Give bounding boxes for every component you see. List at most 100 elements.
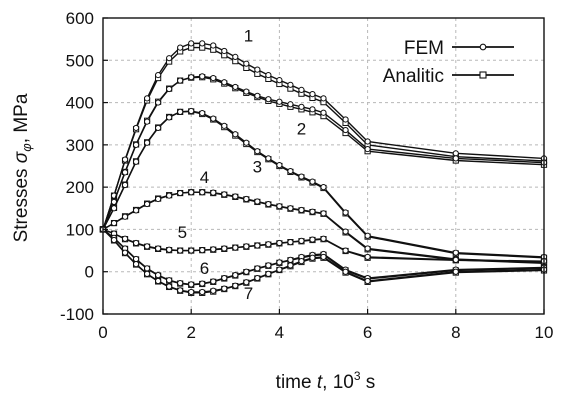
fem-point — [110, 205, 118, 212]
legend-label-fem: FEM — [404, 38, 444, 59]
series-1 — [99, 40, 548, 233]
fem-point — [265, 155, 272, 162]
fem-point — [188, 281, 195, 288]
fem-point — [177, 247, 184, 254]
fem-point — [132, 239, 140, 247]
fem-point — [210, 74, 217, 82]
fem-point — [254, 265, 261, 272]
fem-point — [177, 287, 184, 294]
fem-point — [221, 122, 228, 129]
fem-point — [199, 280, 206, 287]
x-axis-label: time t, 103 s — [276, 369, 376, 393]
y-tick-label: 0 — [85, 263, 94, 282]
fem-point — [254, 66, 261, 73]
fem-point — [342, 209, 349, 216]
y-tick-label: 300 — [66, 136, 94, 155]
fem-point — [221, 191, 228, 198]
fem-point — [364, 145, 371, 153]
curve-label-5: 5 — [178, 223, 187, 242]
fem-point — [188, 247, 195, 254]
fem-point — [188, 40, 195, 47]
fem-point — [121, 181, 129, 189]
fem-point — [110, 219, 118, 227]
fem-point — [276, 239, 283, 247]
y-tick-label: 600 — [66, 9, 94, 28]
legend-marker-square — [479, 71, 487, 79]
fem-point — [452, 155, 459, 162]
fem-point — [265, 262, 272, 269]
fem-point — [243, 88, 250, 95]
x-label-sup: 3 — [354, 369, 361, 383]
y-tick-label: 400 — [66, 94, 94, 113]
fem-point — [232, 131, 239, 138]
fem-point — [232, 83, 239, 91]
fem-point — [452, 256, 459, 263]
fem-point — [210, 115, 217, 122]
fem-point — [342, 116, 349, 123]
fem-point — [452, 268, 459, 275]
fem-point — [210, 189, 217, 196]
fem-point — [452, 249, 459, 256]
fem-point — [254, 242, 261, 249]
fem-point — [188, 288, 195, 296]
fem-point — [243, 60, 250, 67]
fem-point — [320, 210, 327, 217]
fem-point — [188, 189, 195, 196]
fem-point — [298, 206, 305, 214]
fem-point — [243, 268, 250, 275]
fem-point — [265, 270, 272, 277]
fem-point — [166, 55, 173, 62]
fem-point — [210, 246, 217, 253]
fem-point — [199, 189, 206, 196]
y-tick-label: 500 — [66, 51, 94, 70]
fem-point — [166, 283, 173, 290]
fem-point — [221, 285, 228, 292]
fem-point — [287, 262, 294, 269]
y-label-prefix: Stresses — [11, 163, 32, 242]
fem-point — [254, 148, 261, 155]
fem-point — [132, 207, 140, 214]
fem-point — [210, 278, 217, 285]
x-label-prefix: time — [276, 372, 317, 393]
fem-point — [166, 277, 173, 284]
fem-point — [210, 42, 217, 49]
y-label-var: σ — [11, 150, 32, 163]
fem-point — [364, 253, 371, 261]
fem-point — [221, 47, 228, 55]
fem-point — [232, 193, 239, 200]
plot-frame — [102, 17, 545, 315]
fem-point — [121, 249, 129, 256]
fem-point — [309, 208, 316, 215]
fem-point — [144, 243, 151, 250]
x-label-var: t — [317, 372, 323, 393]
y-tick-label: 100 — [66, 220, 94, 239]
fem-point — [298, 86, 305, 93]
fem-point — [199, 110, 206, 117]
fem-point — [243, 243, 250, 250]
fem-point — [188, 74, 195, 81]
fem-point — [309, 106, 316, 113]
curve-label-3: 3 — [253, 157, 262, 176]
fem-point — [144, 118, 151, 125]
curve-label-1: 1 — [244, 26, 253, 45]
fem-point — [243, 139, 250, 146]
fem-point — [276, 266, 283, 273]
fem-line-3 — [102, 110, 545, 258]
legend: FEM Analitic — [383, 38, 514, 87]
fem-point — [144, 95, 151, 102]
fem-point — [287, 205, 294, 212]
fem-point — [177, 44, 184, 51]
fem-point — [452, 150, 459, 157]
fem-point — [221, 274, 228, 282]
y-tick-label: -100 — [60, 305, 94, 324]
fem-point — [276, 259, 283, 266]
fem-point — [166, 246, 173, 253]
curve-label-2: 2 — [297, 119, 306, 138]
fem-point — [254, 198, 261, 205]
fem-point — [342, 228, 349, 235]
fem-point — [144, 139, 151, 146]
fem-point — [287, 239, 294, 246]
series-2 — [99, 73, 548, 233]
